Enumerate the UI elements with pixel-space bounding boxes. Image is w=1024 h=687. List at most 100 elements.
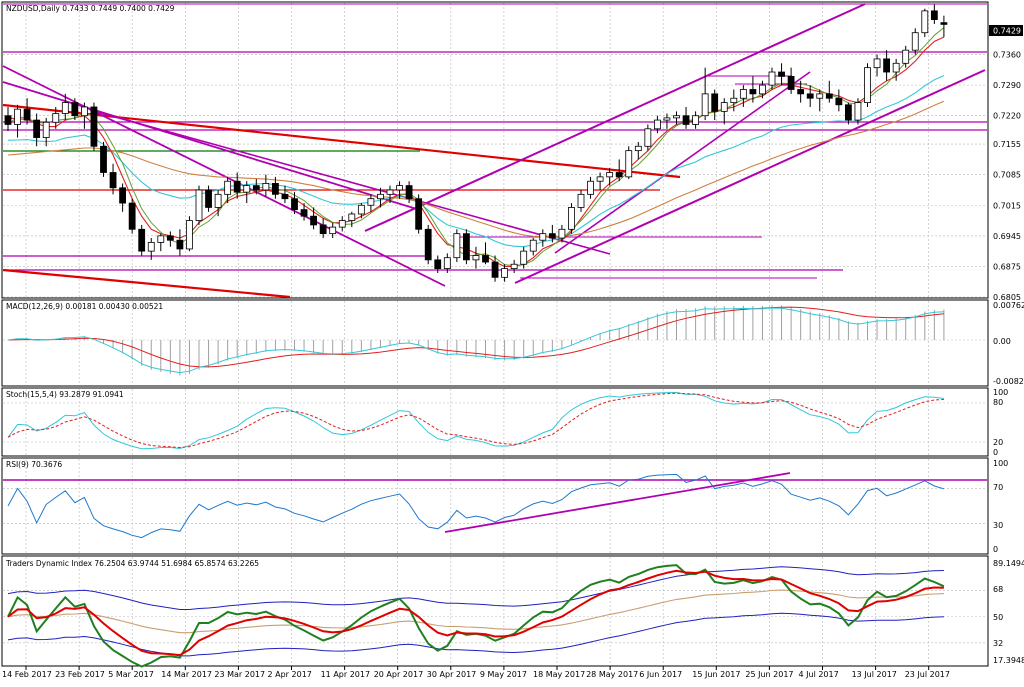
candle-bear [778,71,785,77]
date-tick-label: 4 Jul 2017 [799,670,839,679]
candle-bear [883,58,890,73]
candle-bear [166,235,174,241]
macd-panel-frame [1,299,989,387]
candle-bull [186,220,193,250]
macd-title: MACD(12,26,9) 0.00181 0.00430 0.00521 [6,302,163,311]
candle-bull [921,10,929,34]
descending-channel-line [89,109,611,255]
rsi-axis: 100 70 30 0 [993,459,1008,554]
candle-bear [205,189,212,208]
ma-mid-line [7,75,945,248]
candle-bull [558,228,566,239]
candle-bear [845,104,852,121]
stoch-label-100: 100 [993,388,1008,397]
date-tick-label: 25 Jun 2017 [745,670,793,679]
tdi-panel[interactable]: Traders Dynamic Index 76.2504 63.9744 51… [1,555,989,668]
candle-bull [338,220,346,228]
candle-bull [577,193,585,208]
candle-bull [854,102,862,121]
tdi-label-68: 68 [993,585,1003,594]
tdi-panel-frame [1,555,989,667]
rsi-label-70: 70 [993,483,1003,492]
date-tick-label: 23 Jul 2017 [905,670,950,679]
candle-bull [539,233,547,241]
candle-bull [596,176,604,182]
candle-bear [482,255,489,263]
candle-bear [930,10,938,21]
price-tick-label: 0.6945 [993,232,1021,241]
macd-signal-line [7,306,944,368]
price-tick-label: 0.7155 [993,140,1021,149]
candle-bull [701,93,709,117]
candle-bull [357,204,365,215]
candle-bear [138,228,146,252]
candle-bull [759,84,766,95]
candle-bear [940,22,948,25]
candle-bull [195,189,203,221]
rsi-trendline [444,472,791,533]
stoch-label-0: 0 [993,448,998,457]
macd-panel[interactable]: MACD(12,26,9) 0.00181 0.00430 0.00521 [1,299,989,387]
candle-bull [529,239,537,252]
candle-bear [797,89,805,95]
candle-bull [864,67,871,104]
macd-axis: 0.00762 0.00 -0.00829 [993,301,1024,386]
macd-label-bottom: -0.00829 [993,377,1024,386]
candle-bull [61,102,69,114]
tdi-label-top: 89.1494 [993,559,1024,568]
candle-bull [739,89,747,99]
price-tick-label: 0.6875 [993,262,1021,271]
candle-bear [548,233,556,239]
candle-bull [147,241,155,252]
candle-bull [81,106,88,117]
tdi-upper-band [7,566,944,610]
candle-bull [443,257,451,270]
date-tick-label: 30 Apr 2017 [427,670,476,679]
date-tick-label: 18 May 2017 [533,670,585,679]
price-panel[interactable]: NZDUSD,Daily 0.7433 0.7449 0.7400 0.7429 [1,1,989,299]
candle-bear [415,198,423,230]
rsi-panel[interactable]: RSI(9) 70.3676 [1,457,989,555]
ascending-channel-line [514,69,986,284]
stochastic-panel[interactable]: Stoch(15,5,4) 93.2879 91.0941 [1,387,989,457]
stochastic-main-line [7,391,944,450]
tdi-label-50: 50 [993,613,1003,622]
candle-bull [472,255,480,261]
candle-bull [911,32,919,51]
tdi-signal-line [7,569,944,657]
rsi-title: RSI(9) 70.3676 [6,460,62,469]
ascending-channel-line [364,3,866,232]
price-tick-label: 0.7085 [993,171,1021,180]
candle-bull [501,268,509,278]
candle-bear [434,259,442,270]
date-tick-label: 14 Feb 2017 [2,670,52,679]
candle-bull [42,121,50,138]
candle-bull [663,117,671,121]
macd-label-top: 0.00762 [993,301,1024,310]
candle-bull [644,128,652,147]
date-tick-label: 15 Jun 2017 [692,670,740,679]
macd-label-zero: 0.00 [993,337,1011,346]
red-trendline [2,268,291,299]
date-tick-label: 20 Apr 2017 [374,670,423,679]
candle-bear [835,97,843,106]
candle-bear [787,75,795,90]
candle-bear [271,183,279,195]
candle-bear [23,108,31,121]
date-tick-label: 11 Apr 2017 [321,670,370,679]
candle-bull [157,235,165,243]
rsi-label-30: 30 [993,521,1003,530]
rsi-panel-frame [1,457,989,555]
candle-bull [892,62,900,73]
date-axis: 14 Feb 2017 23 Feb 2017 5 Mar 2017 14 Mar 2… [2,666,950,679]
candle-bear [71,102,79,117]
date-tick-label: 28 May 2017 [586,670,638,679]
price-tick-label: 0.7015 [993,201,1021,210]
candle-bull [768,71,776,86]
candle-bear [319,224,327,235]
price-tick-label: 0.7360 [993,51,1021,60]
stoch-label-80: 80 [993,398,1003,407]
candle-bear [128,202,136,230]
